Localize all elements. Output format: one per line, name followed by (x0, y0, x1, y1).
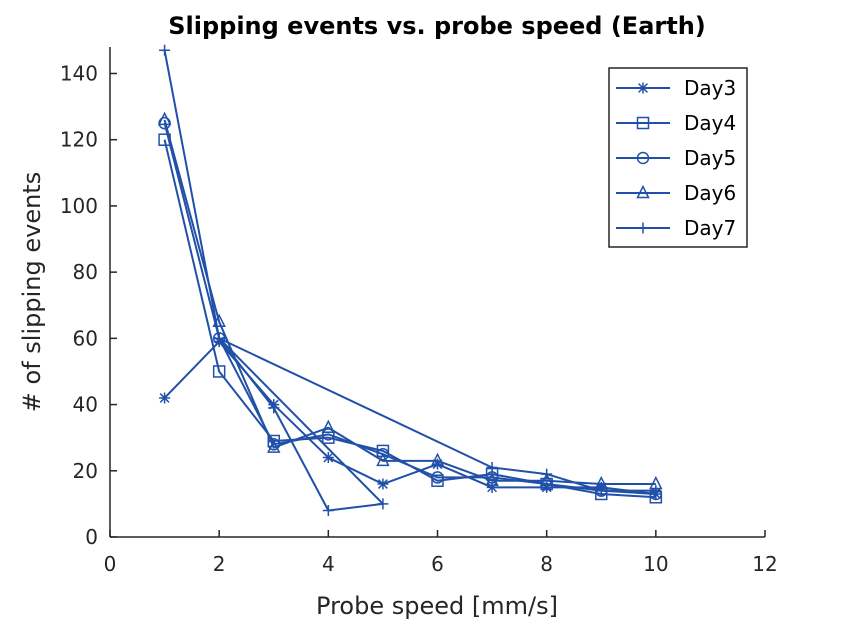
y-ticks: 0 20 40 60 80 100 120 140 (60, 61, 117, 549)
y-tick-label: 0 (85, 525, 98, 549)
legend-item: Day4 (616, 111, 736, 135)
x-tick-label: 10 (643, 552, 668, 576)
data-point (157, 111, 172, 126)
plot-area (157, 44, 663, 517)
chart-title: Slipping events vs. probe speed (Earth) (168, 12, 706, 40)
legend-label: Day6 (684, 181, 736, 205)
data-point (376, 444, 390, 458)
data-point (485, 472, 499, 486)
legend-marker (636, 116, 650, 130)
legend-marker (636, 184, 650, 199)
series-day5 (158, 116, 663, 501)
y-axis-label: # of slipping events (18, 172, 46, 412)
y-tick-label: 120 (60, 128, 98, 152)
legend-marker (636, 151, 650, 165)
data-point (650, 485, 662, 497)
x-tick-label: 2 (213, 552, 226, 576)
data-point (321, 419, 336, 433)
y-tick-label: 140 (60, 61, 98, 85)
y-tick-label: 80 (73, 260, 98, 284)
x-tick-label: 12 (752, 552, 777, 576)
data-point (432, 458, 443, 470)
x-tick-label: 0 (104, 552, 117, 576)
data-point (212, 365, 226, 378)
data-point (595, 485, 607, 497)
data-point (213, 332, 225, 344)
x-tick-label: 8 (540, 552, 553, 576)
x-tick-label: 4 (322, 552, 335, 576)
legend: Day3 Day4 Day5 Day6 Day7 (608, 67, 748, 248)
data-point (486, 461, 498, 473)
x-axis-label: Probe speed [mm/s] (316, 592, 558, 620)
legend-item: Day7 (616, 216, 736, 240)
data-point (431, 474, 444, 487)
series-line (163, 122, 656, 495)
y-tick-label: 60 (73, 326, 98, 350)
data-point (322, 505, 334, 517)
data-point (267, 439, 281, 453)
legend-item: Day3 (616, 76, 736, 100)
y-tick-label: 100 (60, 194, 98, 218)
data-point (431, 471, 444, 484)
legend-items: Day3 Day4 Day5 Day6 Day7 (616, 76, 736, 240)
data-point (486, 481, 498, 493)
x-ticks: 0 2 4 6 8 10 12 (104, 530, 778, 576)
legend-item: Day5 (616, 146, 736, 170)
y-tick-label: 40 (73, 393, 98, 417)
data-point (377, 498, 389, 510)
data-point (541, 481, 553, 493)
x-tick-label: 6 (431, 552, 444, 576)
data-point (159, 392, 171, 404)
data-point (539, 472, 554, 486)
data-point (541, 468, 553, 480)
series-day7 (159, 44, 662, 517)
legend-item: Day6 (616, 181, 736, 205)
legend-marker (637, 82, 649, 94)
data-point (268, 402, 280, 414)
legend-label: Day5 (684, 146, 736, 170)
data-point (377, 478, 389, 490)
series-line (163, 50, 656, 512)
legend-label: Day4 (684, 111, 736, 135)
data-point (267, 438, 280, 451)
data-point (430, 452, 445, 467)
legend-marker (637, 222, 649, 234)
data-point (159, 44, 171, 56)
y-tick-label: 20 (73, 459, 98, 483)
legend-label: Day3 (684, 76, 736, 100)
data-point (376, 452, 390, 467)
legend-label: Day7 (684, 216, 736, 240)
data-point (322, 452, 334, 464)
